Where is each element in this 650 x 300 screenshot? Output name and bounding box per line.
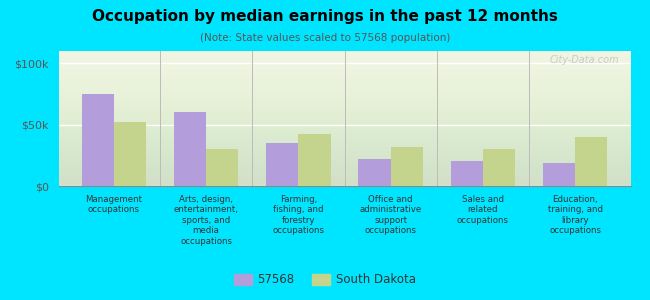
Bar [298,134,331,186]
Bar [266,143,298,186]
Text: City-Data.com: City-Data.com [549,55,619,65]
Bar [114,122,146,186]
Bar [391,147,423,186]
Bar [358,159,391,186]
Text: (Note: State values scaled to 57568 population): (Note: State values scaled to 57568 popu… [200,33,450,43]
Bar [575,137,608,186]
Text: Occupation by median earnings in the past 12 months: Occupation by median earnings in the pas… [92,9,558,24]
Legend: 57568, South Dakota: 57568, South Dakota [229,269,421,291]
Bar [81,94,114,186]
Bar [543,163,575,186]
Bar [450,161,483,186]
Bar [483,149,515,186]
Bar [174,112,206,186]
Bar [206,149,239,186]
